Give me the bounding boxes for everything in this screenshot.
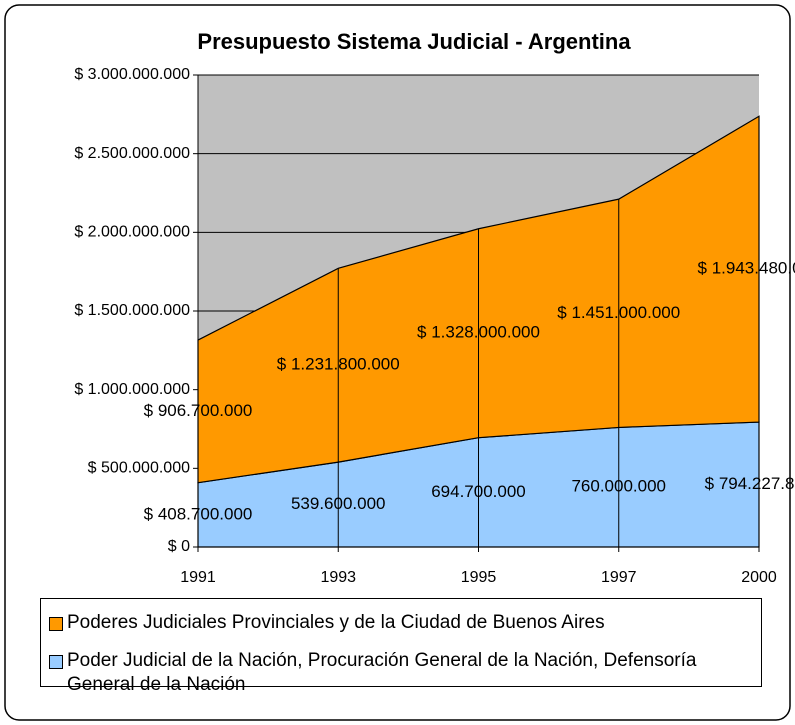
data-label: 694.700.000: [431, 482, 526, 501]
legend-label: Poder Judicial de la Nación, Procuración…: [67, 650, 697, 695]
y-tick-label: $ 1.500.000.000: [74, 302, 190, 319]
legend-label: Poderes Judiciales Provinciales y de la …: [67, 612, 605, 633]
data-label: $ 1.451.000.000: [557, 303, 680, 322]
data-label: $ 1.328.000.000: [417, 323, 540, 342]
y-tick-label: $ 0: [168, 538, 190, 555]
chart-title: Presupuesto Sistema Judicial - Argentina: [197, 29, 631, 54]
x-tick-label: 1995: [461, 569, 497, 586]
x-tick-label: 1993: [320, 569, 356, 586]
legend-swatch: [49, 655, 63, 669]
y-tick-label: $ 1.000.000.000: [74, 381, 190, 398]
legend-swatch: [49, 617, 63, 631]
x-tick-label: 2000: [741, 569, 777, 586]
data-label: 760.000.000: [571, 477, 666, 496]
y-tick-label: $ 2.000.000.000: [74, 224, 190, 241]
y-tick-label: $ 500.000.000: [88, 460, 190, 477]
legend-entry: Poder Judicial de la Nación, Procuración…: [49, 649, 761, 697]
x-tick-label: 1991: [180, 569, 216, 586]
data-label: $ 794.227.880: [705, 474, 795, 493]
y-tick-label: $ 2.500.000.000: [74, 145, 190, 162]
legend: Poderes Judiciales Provinciales y de la …: [40, 598, 762, 695]
y-tick-label: $ 3.000.000.000: [74, 66, 190, 83]
data-label: 539.600.000: [291, 494, 386, 513]
data-label: $ 1.231.800.000: [277, 355, 400, 374]
data-label: $ 1.943.480.030: [698, 259, 795, 278]
x-tick-label: 1997: [601, 569, 637, 586]
legend-entry: Poderes Judiciales Provinciales y de la …: [49, 611, 761, 635]
